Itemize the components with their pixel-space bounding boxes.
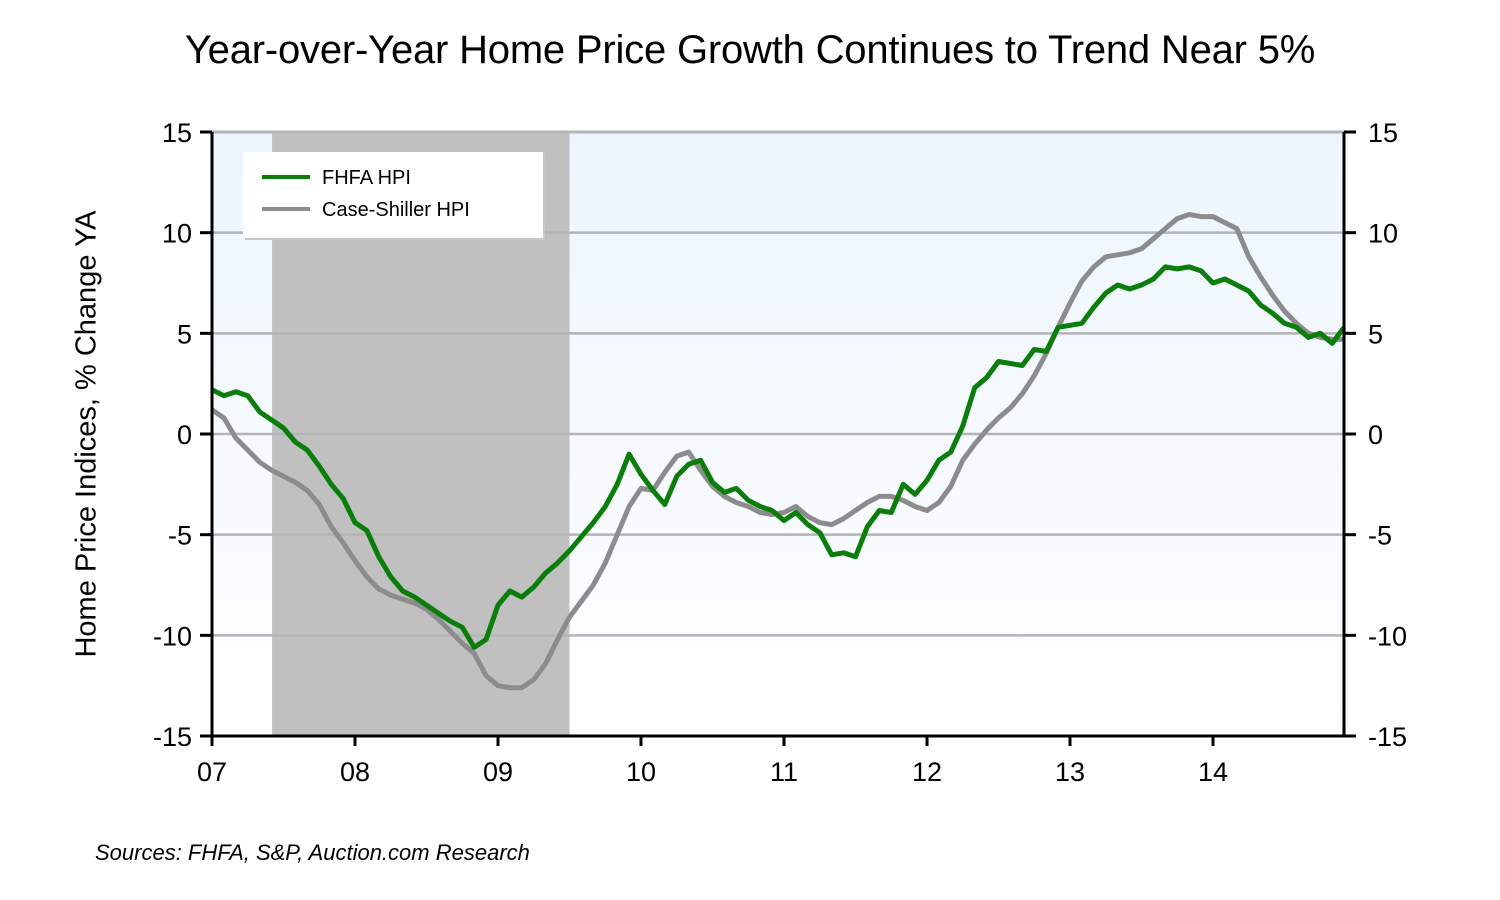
x-tick-label: 08: [340, 757, 370, 787]
x-tick-label: 09: [483, 757, 513, 787]
chart-title: Year-over-Year Home Price Growth Continu…: [184, 28, 1316, 72]
source-note: Sources: FHFA, S&P, Auction.com Research: [95, 840, 530, 865]
y-tick-label-right: 10: [1368, 219, 1398, 249]
y-tick-label-left: -5: [168, 521, 192, 551]
y-tick-label-left: 15: [162, 118, 192, 148]
legend-box: [243, 152, 543, 238]
x-tick-label: 13: [1055, 757, 1085, 787]
y-tick-label-left: -15: [153, 722, 192, 752]
y-tick-label-left: 10: [162, 219, 192, 249]
y-tick-label-right: 5: [1368, 319, 1383, 349]
x-tick-label: 14: [1198, 757, 1228, 787]
legend-label: FHFA HPI: [322, 167, 411, 189]
x-tick-label: 10: [626, 757, 656, 787]
y-tick-label-right: -5: [1368, 521, 1392, 551]
y-tick-label-right: 15: [1368, 118, 1398, 148]
y-tick-label-right: -15: [1368, 722, 1407, 752]
x-tick-label: 11: [770, 757, 798, 787]
y-tick-label-right: -10: [1368, 621, 1407, 651]
series-line-fhfa-hpi: [210, 264, 1347, 650]
y-tick-label-left: 5: [177, 319, 192, 349]
y-tick-label-left: -10: [153, 621, 192, 651]
legend-label: Case-Shiller HPI: [322, 199, 470, 221]
y-tick-label-right: 0: [1368, 420, 1383, 450]
x-tick-label: 07: [197, 757, 227, 787]
y-tick-label-left: 0: [177, 420, 192, 450]
x-tick-label: 12: [912, 757, 942, 787]
